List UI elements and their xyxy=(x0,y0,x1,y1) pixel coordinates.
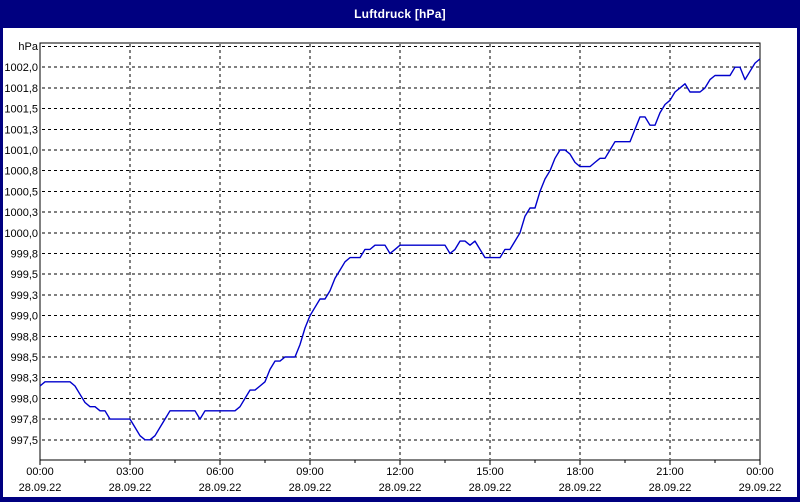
pressure-line xyxy=(39,58,761,441)
y-axis-label: 999,8 xyxy=(10,249,38,261)
y-axis-label: 1000,0 xyxy=(4,228,38,240)
window-title: Luftdruck [hPa] xyxy=(354,7,446,21)
y-axis-label: 1000,8 xyxy=(4,166,38,178)
x-time-label: 18:00 xyxy=(566,466,594,478)
y-axis-label: 1001,3 xyxy=(4,124,38,136)
x-date-label: 28.09.22 xyxy=(19,482,62,494)
pressure-chart: hPa 1002,0 1001,8 1001,5 1001,3 1001,0 1000,8 1… xyxy=(4,41,782,494)
y-axis-label: 1000,5 xyxy=(4,186,38,198)
y-axis-label: 998,8 xyxy=(10,331,38,343)
y-axis-label: 1002,0 xyxy=(4,62,38,74)
y-axis-label: 998,5 xyxy=(10,352,38,364)
x-time-label: 09:00 xyxy=(296,466,324,478)
x-date-label: 28.09.22 xyxy=(649,482,692,494)
y-axis-label: 999,5 xyxy=(10,269,38,281)
y-axis-label: 999,0 xyxy=(10,311,38,323)
chart-panel: hPa 1002,0 1001,8 1001,5 1001,3 1001,0 1000,8 1… xyxy=(3,28,797,497)
x-date-label: 28.09.22 xyxy=(469,482,512,494)
y-axis-label: 998,0 xyxy=(10,393,38,405)
unit-label: hPa xyxy=(18,41,38,53)
y-axis-label: 1000,3 xyxy=(4,207,38,219)
x-time-label: 00:00 xyxy=(26,466,54,478)
y-axis-label: 1001,0 xyxy=(4,145,38,157)
title-bar: Luftdruck [hPa] xyxy=(0,0,800,28)
x-date-label: 28.09.22 xyxy=(559,482,602,494)
x-date-label: 28.09.22 xyxy=(289,482,332,494)
x-date-label: 29.09.22 xyxy=(739,482,782,494)
y-axis-label: 997,8 xyxy=(10,414,38,426)
x-date-label: 28.09.22 xyxy=(379,482,422,494)
x-time-label: 15:00 xyxy=(476,466,504,478)
x-time-label: 03:00 xyxy=(116,466,144,478)
x-time-label: 12:00 xyxy=(386,466,414,478)
y-axis-label: 999,3 xyxy=(10,290,38,302)
x-time-label: 06:00 xyxy=(206,466,234,478)
x-time-label: 00:00 xyxy=(746,466,774,478)
x-date-label: 28.09.22 xyxy=(199,482,242,494)
x-time-label: 21:00 xyxy=(656,466,684,478)
y-axis-label: 1001,5 xyxy=(4,104,38,116)
y-axis-label: 998,3 xyxy=(10,373,38,385)
y-axis-label: 997,5 xyxy=(10,435,38,447)
x-date-label: 28.09.22 xyxy=(109,482,152,494)
y-axis-label: 1001,8 xyxy=(4,83,38,95)
